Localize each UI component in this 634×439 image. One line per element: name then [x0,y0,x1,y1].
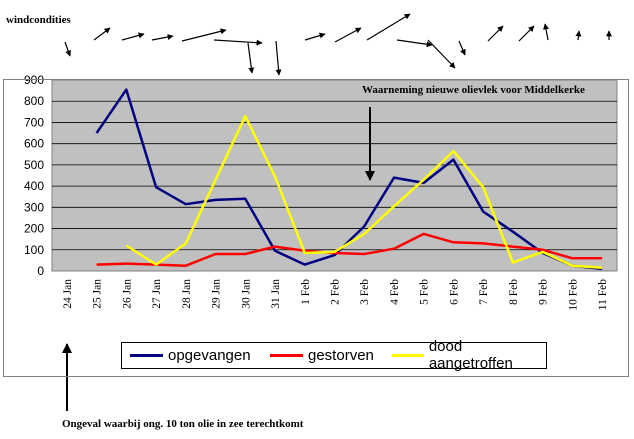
wind-arrow [213,39,263,46]
x-tick-label: 26 Jan [121,279,133,309]
y-tick-label: 200 [24,222,44,236]
gridlines [52,100,617,251]
x-tick-label: 8 Feb [508,279,520,305]
plot-area [51,79,618,272]
x-tick-label: 6 Feb [448,279,460,305]
y-tick-label: 400 [24,179,44,193]
wind-arrow [487,25,504,42]
annotation-bottom: Ongeval waarbij ong. 10 ton olie in zee … [62,418,304,430]
wind-arrows [64,13,612,76]
x-tick-label: 28 Jan [181,279,193,309]
wind-arrow [334,27,362,43]
x-tick-label: 11 Feb [597,279,609,310]
legend: opgevangen gestorven dood aangetroffen [121,338,547,372]
x-tick-labels: 24 Jan 25 Jan 26 Jan 27 Jan 28 Jan 29 Jan 30 J… [62,279,609,311]
wind-arrow [151,34,174,41]
wind-arrow [247,42,255,74]
x-tick-label: 5 Feb [419,279,431,305]
wind-arrow [427,39,456,69]
wind-arrow [121,32,145,41]
y-tick-label: 0 [37,264,44,278]
series-lines [95,88,603,271]
x-tick-label: 4 Feb [389,279,401,305]
series-line-2 [125,114,603,270]
x-tick-label: 30 Jan [240,279,252,309]
wind-arrow [181,28,227,42]
x-tick-label: 29 Jan [211,279,223,309]
x-tick-label: 1 Feb [300,279,312,305]
legend-swatch [392,353,424,357]
series-line-1 [96,232,603,267]
x-tick-label: 2 Feb [330,279,342,305]
series-line-0 [95,88,603,271]
x-tick-label: 10 Feb [567,279,579,311]
x-tick-label: 25 Jan [92,279,104,309]
wind-arrow [366,13,411,41]
legend-item-gestorven: gestorven [270,346,374,364]
x-tick-label: 24 Jan [62,279,74,309]
legend-label: opgevangen [168,346,251,364]
wind-arrow [518,25,535,42]
x-tick-label: 3 Feb [359,279,371,305]
wind-arrow [575,30,582,41]
legend-label: gestorven [308,346,374,364]
y-tick-label: 900 [24,73,44,87]
wind-title: windcondities [6,14,71,26]
legend-swatch [270,353,303,357]
x-tick-label: 27 Jan [151,279,163,309]
wind-arrow [458,40,466,56]
wind-arrow [93,27,111,41]
y-tick-label: 700 [24,115,44,129]
y-tick-label: 100 [24,243,44,257]
legend-item-dood-aangetroffen: dood aangetroffen [392,338,546,372]
x-tick-label: 9 Feb [538,279,550,305]
wind-arrow [396,39,433,48]
y-tick-labels: 0 100 200 300 400 500 600 700 800 900 [24,73,44,278]
y-tick-label: 800 [24,94,44,108]
annotation-top: Waarneming nieuwe olievlek voor Middelke… [362,84,585,96]
y-tick-label: 500 [24,158,44,172]
x-tick-label: 7 Feb [478,279,490,305]
wind-arrow [304,32,326,41]
wind-arrow [64,41,72,57]
wind-arrow [275,40,282,76]
legend-item-opgevangen: opgevangen [130,346,251,364]
x-tick-label: 31 Jan [270,279,282,309]
legend-swatch [130,353,163,357]
y-tick-label: 300 [24,200,44,214]
legend-label: dood aangetroffen [428,338,513,372]
wind-arrow [543,23,549,41]
y-tick-label: 600 [24,137,44,151]
